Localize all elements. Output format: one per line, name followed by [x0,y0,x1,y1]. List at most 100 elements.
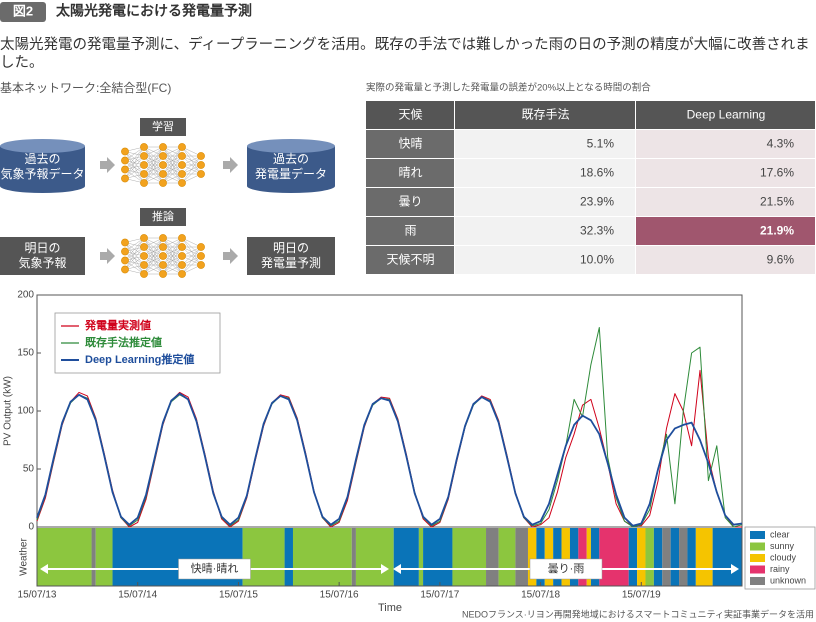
net-node [159,252,167,260]
description: 太陽光発電の発電量予測に、ディープラーニングを活用。既存の手法では難しかった雨の… [0,37,810,71]
arrow-head [731,564,739,574]
table-header-cell [455,101,635,129]
x-tick-label: 15/07/19 [622,590,661,601]
weather-segment [578,528,587,586]
diagram-title: 基本ネットワーク:全結合型(FC) [0,81,171,95]
weather-segment [284,528,293,586]
net-node [178,252,186,260]
table-cell-bg [455,246,635,274]
diagram-label: 発電量データ [255,166,327,181]
x-tick-label: 15/07/16 [320,590,359,601]
net-edge [162,164,183,184]
net-edge [162,246,183,275]
net-node [121,265,129,274]
table-cell: 曇り [398,195,422,209]
weather-segment [599,528,629,586]
weather-segment [712,528,742,586]
net-edge [143,237,164,266]
net-edge [143,146,164,184]
net-edge [124,146,145,170]
table-cell: 快晴 [398,137,422,151]
cylinder-bottom [0,179,85,193]
net-edge [124,237,145,261]
net-node [159,270,167,278]
net-edge [181,246,202,275]
annotation-bg [178,558,251,580]
net-node [140,234,148,242]
table-cell: 雨 [404,224,416,238]
table-cell: 23.9% [580,195,614,209]
weather-segment [637,528,646,586]
weather-legend-swatch [750,531,765,539]
net-node [178,234,186,242]
net-node [140,261,148,269]
net-node [140,170,148,178]
weather-segment [590,528,600,586]
table-header-cell [636,101,815,129]
source-note: NEDOフランス·リヨン再開発地域におけるスマートコミュニティ実証事業データを活… [462,608,814,619]
weather-segment [569,528,579,586]
weather-segment [662,528,671,586]
net-node [178,143,186,151]
net-edge [124,237,145,270]
net-node [121,147,129,156]
title: 太陽光発電における発電量予測 [55,3,252,19]
net-node [197,252,205,260]
table-cell-bg [366,130,454,158]
net-node [178,161,186,169]
table-cell-bg [366,246,454,274]
net-edge [124,146,145,179]
net-edge [181,155,202,184]
net-node [197,261,205,269]
cylinder-top [247,139,335,153]
y-tick-label: 200 [17,290,34,301]
weather-legend-swatch [750,565,765,574]
arrow-head [381,564,389,574]
badge: 図2 [13,3,33,18]
table-header: Deep Learning [687,108,766,122]
weather-segment [37,528,92,586]
weather-legend-label: unknown [770,575,806,585]
table-cell-bg [455,159,635,187]
legend-box [54,312,221,374]
table-cell-bg [636,188,815,216]
weather-legend-label: sunny [770,541,795,551]
net-edge [162,146,183,175]
net-edge [181,164,202,184]
net-edge [162,146,183,184]
flow-arrow [223,248,238,264]
weather-segment [423,528,453,586]
weather-legend-label: cloudy [770,552,797,562]
net-edge [162,146,183,166]
net-edge [162,237,183,275]
weather-segment [515,528,528,586]
table-cell: 4.3% [767,137,795,151]
weather-segment [452,528,487,586]
weather-segment [670,528,680,586]
y-tick-label: 100 [17,406,34,417]
arrow-head [393,564,401,574]
cylinder-bottom [247,179,335,193]
net-node [121,247,129,256]
table-cell-bg [366,159,454,187]
net-node [159,161,167,169]
series-line [36,392,743,527]
diagram-label: 過去の [273,152,309,166]
table-cell: 21.9% [760,224,794,238]
net-node [159,170,167,178]
net-edge [143,237,164,275]
x-tick-label: 15/07/13 [18,590,57,601]
x-tick-label: 15/07/14 [118,590,157,601]
net-node [140,143,148,151]
net-node [159,261,167,269]
net-node [140,270,148,278]
net-edge [143,237,164,257]
weather-segment [292,528,352,586]
x-axis-label: Time [378,602,402,614]
weather-segment [418,528,424,586]
net-node [159,234,167,242]
net-edge [143,246,164,275]
net-edge [162,255,183,275]
x-tick-label: 15/07/15 [219,590,258,601]
table-header-cell [366,101,454,129]
